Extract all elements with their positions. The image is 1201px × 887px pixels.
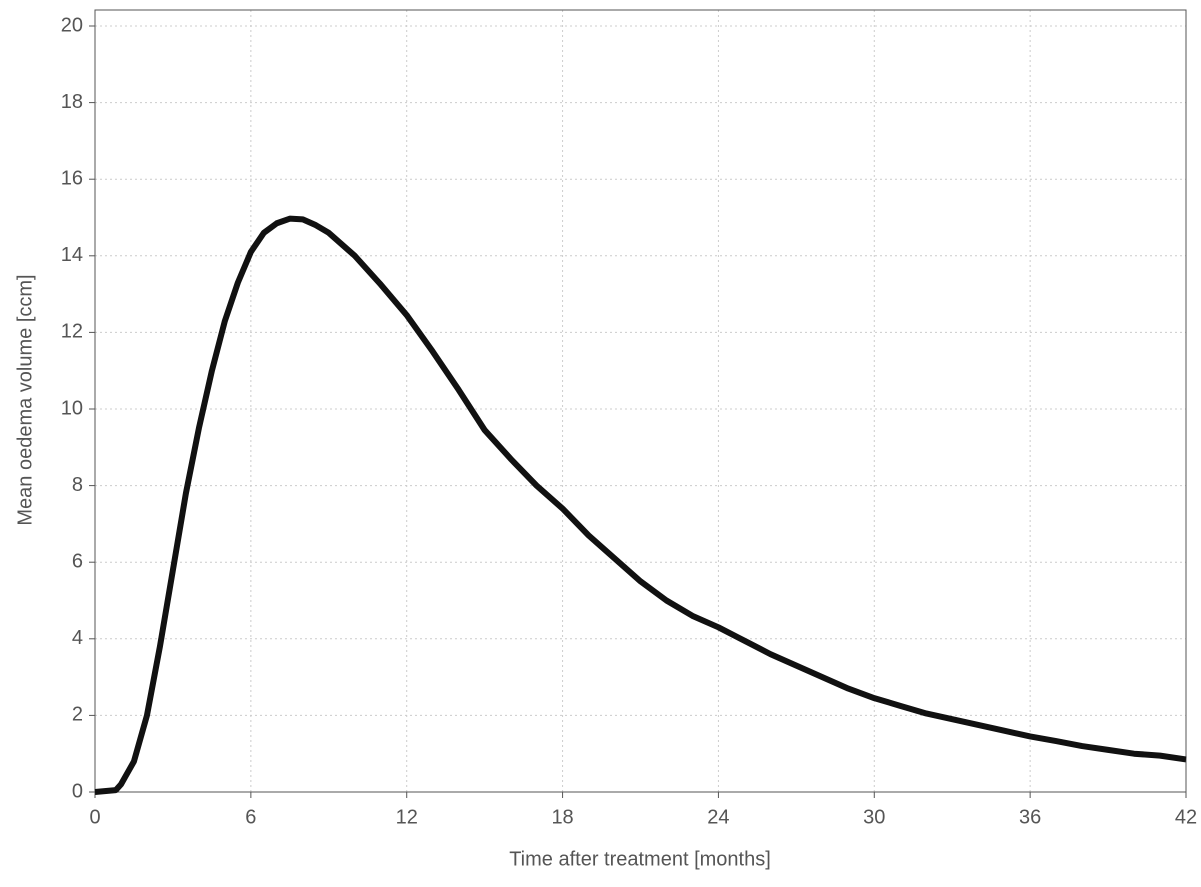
y-tick-label: 12 [61, 321, 83, 343]
plot-frame [94, 9, 1187, 793]
line-series [94, 215, 1187, 795]
x-axis-label: Time after treatment [months] [509, 848, 771, 870]
x-tick-label: 6 [245, 806, 256, 828]
x-tick-label: 36 [1019, 806, 1041, 828]
x-tick-label: 42 [1175, 806, 1197, 828]
y-tick-label: 2 [72, 704, 83, 726]
x-tick-label: 18 [551, 806, 573, 828]
x-tick-label: 30 [863, 806, 885, 828]
y-tick-label: 20 [61, 14, 83, 36]
y-tick-label: 0 [72, 780, 83, 802]
y-axis-label: Mean oedema volume [ccm] [14, 274, 36, 525]
y-tick-label: 16 [61, 167, 83, 189]
y-tick-label: 4 [72, 627, 83, 649]
y-tick-label: 8 [72, 474, 83, 496]
x-tick-label: 24 [707, 806, 729, 828]
y-tick-label: 6 [72, 550, 83, 572]
x-tick-label: 12 [396, 806, 418, 828]
x-tick-label: 0 [89, 806, 100, 828]
y-tick-label: 14 [61, 244, 83, 266]
y-tick-label: 10 [61, 397, 83, 419]
y-tick-label: 18 [61, 91, 83, 113]
